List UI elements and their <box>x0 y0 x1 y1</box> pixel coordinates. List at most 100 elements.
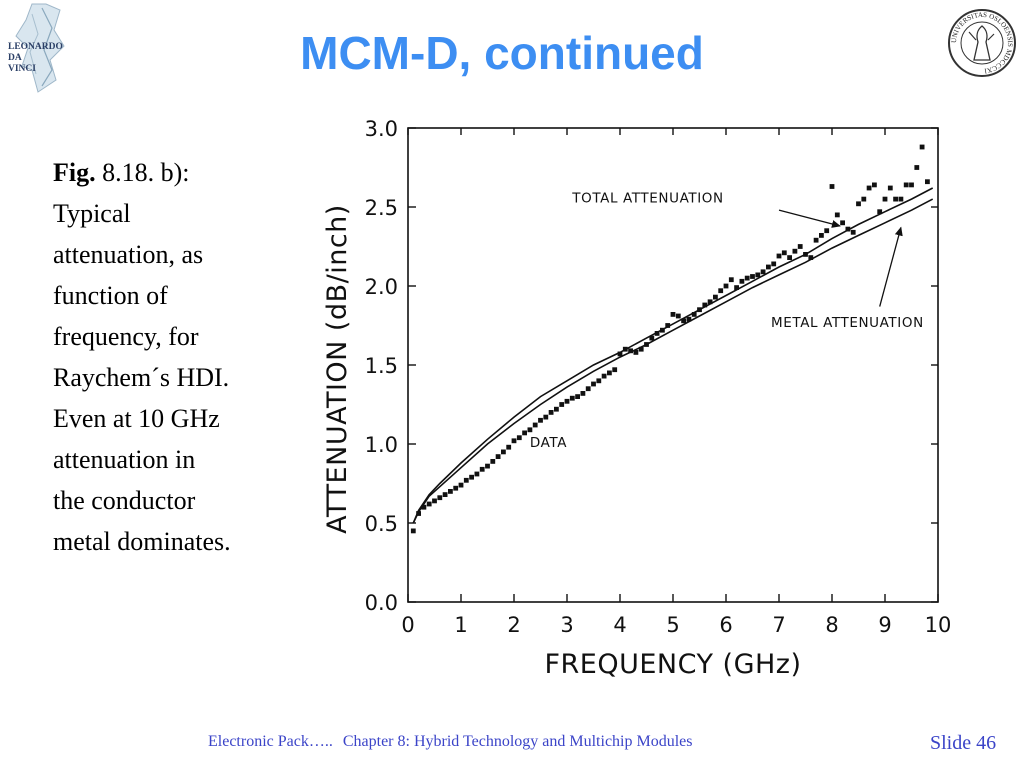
caption-line: attenuation in <box>53 445 196 474</box>
x-tick-label: 1 <box>454 613 467 637</box>
data-point <box>644 342 649 347</box>
caption-line: the conductor <box>53 486 196 515</box>
data-point <box>787 255 792 260</box>
slide-title: MCM-D, continued <box>300 27 704 79</box>
data-point <box>591 381 596 387</box>
data-point <box>543 414 549 420</box>
logo-left-line-1: LEONARDO <box>8 42 63 52</box>
data-point <box>633 350 639 355</box>
caption-line: frequency, for <box>53 322 199 351</box>
footer-course: Electronic Pack….. <box>208 733 333 750</box>
x-tick-label: 2 <box>507 613 520 637</box>
data-point <box>622 346 628 352</box>
annotation-arrow-metal <box>879 226 903 307</box>
caption-line: Typical <box>53 199 131 228</box>
y-tick-label: 0.0 <box>365 591 398 615</box>
attenuation-chart: 0 1 2 3 4 5 6 7 8 9 10 0.0 0.5 1.0 1.5 2.0 2.5 3.0 FREQUEN… <box>322 117 951 680</box>
x-tick-label: 7 <box>772 613 785 637</box>
data-point <box>516 435 522 441</box>
data-point <box>474 471 480 477</box>
data-point <box>660 327 665 333</box>
x-tick-label: 3 <box>560 613 573 637</box>
data-point <box>490 459 496 464</box>
data-point <box>877 209 883 215</box>
data-point <box>548 410 554 415</box>
data-point <box>479 466 485 472</box>
data-point <box>808 255 814 260</box>
data-point <box>569 395 575 401</box>
annotation-data: DATA <box>530 435 567 451</box>
data-point <box>458 482 464 488</box>
data-point <box>834 212 840 218</box>
data-point <box>691 312 697 317</box>
caption-fig-number: 8.18. b): <box>95 158 190 187</box>
university-seal-logo: UNIVERSITAS OSLOENSIS MDCCCXI <box>948 9 1016 77</box>
data-point <box>771 261 777 267</box>
data-point <box>739 278 745 284</box>
data-point <box>840 220 845 226</box>
data-point <box>803 252 808 257</box>
data-point <box>898 196 904 202</box>
caption-line: Even at 10 GHz <box>53 404 220 433</box>
data-point <box>723 283 729 289</box>
y-tick-label: 0.5 <box>365 512 398 536</box>
data-point <box>612 367 618 373</box>
data-point <box>728 277 734 283</box>
caption-line: function of <box>53 281 168 310</box>
data-point <box>824 228 830 234</box>
data-point <box>522 430 527 436</box>
data-point <box>596 378 602 384</box>
data-point <box>453 485 459 491</box>
data-point <box>617 351 623 357</box>
y-tick-label: 3.0 <box>365 117 398 141</box>
data-point <box>766 264 771 270</box>
data-point <box>718 288 724 294</box>
x-tick-label: 5 <box>666 613 679 637</box>
data-point <box>416 511 421 516</box>
series-layer <box>410 144 934 534</box>
data-point <box>670 312 676 317</box>
data-point <box>580 391 586 396</box>
caption-line-fig: Fig. 8.18. b): <box>53 152 303 193</box>
data-point <box>469 474 474 480</box>
data-point <box>755 272 761 278</box>
tick-layer: 0 1 2 3 4 5 6 7 8 9 10 0.0 0.5 1.0 1.5 2.0 2.5 3.0 FREQUEN… <box>322 117 951 680</box>
data-point <box>872 182 877 188</box>
data-point <box>866 185 872 191</box>
data-point <box>845 226 851 232</box>
data-point <box>511 438 517 444</box>
annotation-arrow-total <box>778 209 841 228</box>
data-point <box>638 346 644 352</box>
caption-line: Raychem´s HDI. <box>53 363 230 392</box>
data-point <box>829 184 835 189</box>
data-point <box>681 318 686 324</box>
data-point <box>585 386 591 392</box>
data-point <box>707 299 713 305</box>
data-point <box>713 294 718 300</box>
data-point <box>432 498 437 504</box>
data-point <box>564 398 570 404</box>
annotation-total: TOTAL ATTENUATION <box>571 190 723 206</box>
y-tick-label: 1.0 <box>365 433 398 457</box>
data-point <box>903 182 909 188</box>
data-point <box>421 504 427 510</box>
data-point <box>448 489 453 494</box>
data-point <box>437 495 443 501</box>
data-point <box>675 313 681 319</box>
data-point <box>575 394 580 399</box>
data-point <box>750 274 755 279</box>
data-point <box>628 348 633 354</box>
data-point <box>776 253 782 259</box>
x-tick-label: 4 <box>613 613 626 637</box>
x-tick-label: 10 <box>925 613 952 637</box>
x-tick-label: 9 <box>878 613 891 637</box>
slide-number: Slide 46 <box>930 732 997 754</box>
logo-left-line-2: DA <box>8 53 22 63</box>
data-point <box>909 182 914 188</box>
figure-caption: Fig. 8.18. b): Typical attenuation, as f… <box>53 152 303 562</box>
data-point <box>495 454 501 459</box>
data-point <box>781 250 787 256</box>
data-point <box>887 185 893 191</box>
data-point <box>702 302 708 308</box>
data-point <box>442 492 448 497</box>
